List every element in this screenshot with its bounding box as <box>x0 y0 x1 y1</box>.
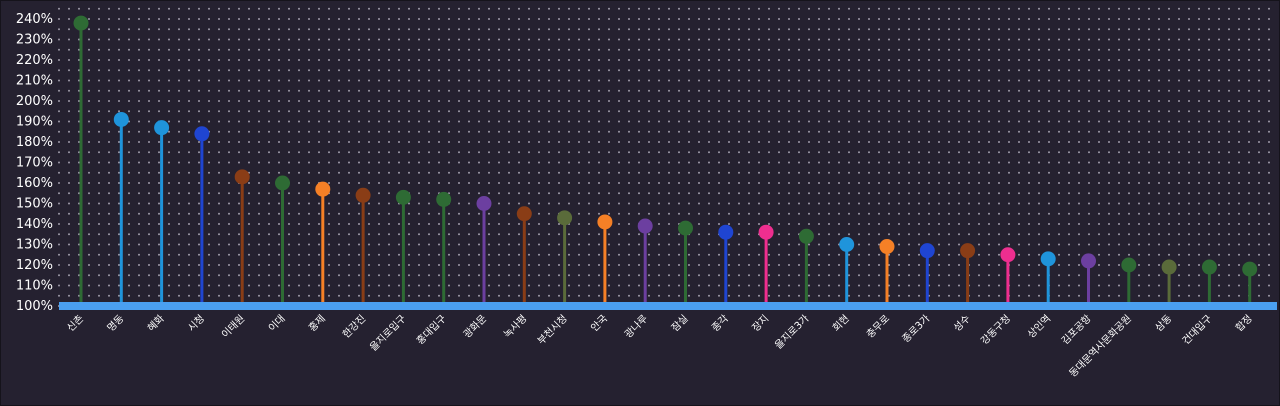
lollipop-dot <box>557 210 573 226</box>
lollipop-dot <box>234 169 250 185</box>
x-tick-label: 녹사평 <box>501 313 529 341</box>
lollipop-dot <box>355 187 371 203</box>
x-tick-label: 김포공항 <box>1059 313 1094 348</box>
lollipop-dot <box>315 181 331 197</box>
y-tick-label: 230% <box>16 33 53 48</box>
y-tick-label: 100% <box>16 299 53 314</box>
lollipop-dot <box>194 126 210 142</box>
x-tick-label: 종로3가 <box>900 313 933 346</box>
x-tick-label: 잠실 <box>669 313 691 335</box>
x-tick-label: 혜화 <box>145 313 167 335</box>
x-tick-label: 회현 <box>830 313 852 335</box>
lollipop-dot <box>879 239 895 255</box>
y-tick-label: 150% <box>16 197 53 212</box>
lollipop-dot <box>1201 259 1217 275</box>
x-tick-label: 시청 <box>186 313 208 335</box>
x-tick-label: 부천시청 <box>535 313 570 348</box>
lollipop-dot <box>154 120 170 136</box>
lollipop-dot <box>839 237 855 252</box>
x-tick-label: 이태원 <box>219 313 247 341</box>
x-tick-label: 안국 <box>589 313 611 335</box>
lollipop-dot <box>798 228 814 244</box>
lollipop-dot <box>113 111 129 127</box>
lollipop-dot <box>1161 259 1177 275</box>
y-tick-label: 140% <box>16 217 53 232</box>
y-tick-label: 190% <box>16 115 53 130</box>
lollipop-dot <box>758 224 774 240</box>
x-tick-label: 충무로 <box>864 313 892 341</box>
lollipop-dot <box>395 189 411 205</box>
lollipop-dot <box>436 191 452 207</box>
x-tick-label: 명동 <box>105 313 127 335</box>
lollipop-dot <box>718 224 734 240</box>
x-tick-label: 한강진 <box>340 313 368 341</box>
x-tick-label: 신촌 <box>65 313 87 335</box>
y-tick-label: 210% <box>16 74 53 89</box>
x-tick-label: 종각 <box>709 313 731 335</box>
x-tick-label: 홍제 <box>306 312 328 334</box>
x-tick-label: 을지로3가 <box>773 313 812 352</box>
x-tick-label: 삼동 <box>1153 313 1175 335</box>
y-tick-label: 130% <box>16 238 53 253</box>
y-tick-label: 120% <box>16 258 53 273</box>
x-tick-label: 을지로입구 <box>367 312 409 354</box>
lollipop-dot <box>637 218 653 234</box>
x-tick-label: 홍대입구 <box>414 312 449 347</box>
lollipop-dot <box>476 196 492 211</box>
lollipop-dot <box>73 15 89 31</box>
lollipop-dot <box>1121 257 1137 273</box>
y-tick-label: 200% <box>16 94 53 109</box>
lollipop-dot <box>1040 251 1056 267</box>
y-tick-label: 160% <box>16 176 53 191</box>
x-tick-label: 광나루 <box>622 313 650 341</box>
lollipop-dot <box>960 243 976 259</box>
lollipop-dot <box>1000 247 1016 263</box>
x-tick-label: 장지 <box>750 313 772 335</box>
lollipop-dot <box>678 220 693 236</box>
y-tick-label: 240% <box>16 12 53 27</box>
lollipop-dot <box>516 206 532 222</box>
lollipop-dot <box>275 175 290 191</box>
x-tick-label: 건대입구 <box>1179 312 1214 347</box>
x-tick-label: 상인역 <box>1025 313 1053 341</box>
x-tick-label: 광화문 <box>461 313 489 341</box>
x-tick-label: 이대 <box>266 313 288 335</box>
y-tick-label: 220% <box>16 53 53 68</box>
x-tick-label: 합정 <box>1233 313 1255 335</box>
x-tick-label: 성수 <box>951 313 973 335</box>
lollipop-dot <box>1242 261 1258 277</box>
lollipop-dot <box>919 243 935 259</box>
y-tick-label: 170% <box>16 156 53 171</box>
x-tick-label: 강동구청 <box>979 313 1014 348</box>
baseline-bar <box>59 302 1277 310</box>
y-tick-label: 180% <box>16 135 53 150</box>
y-tick-label: 110% <box>16 279 53 294</box>
lollipop-dot <box>1081 253 1096 269</box>
lollipop-dot <box>597 214 613 230</box>
